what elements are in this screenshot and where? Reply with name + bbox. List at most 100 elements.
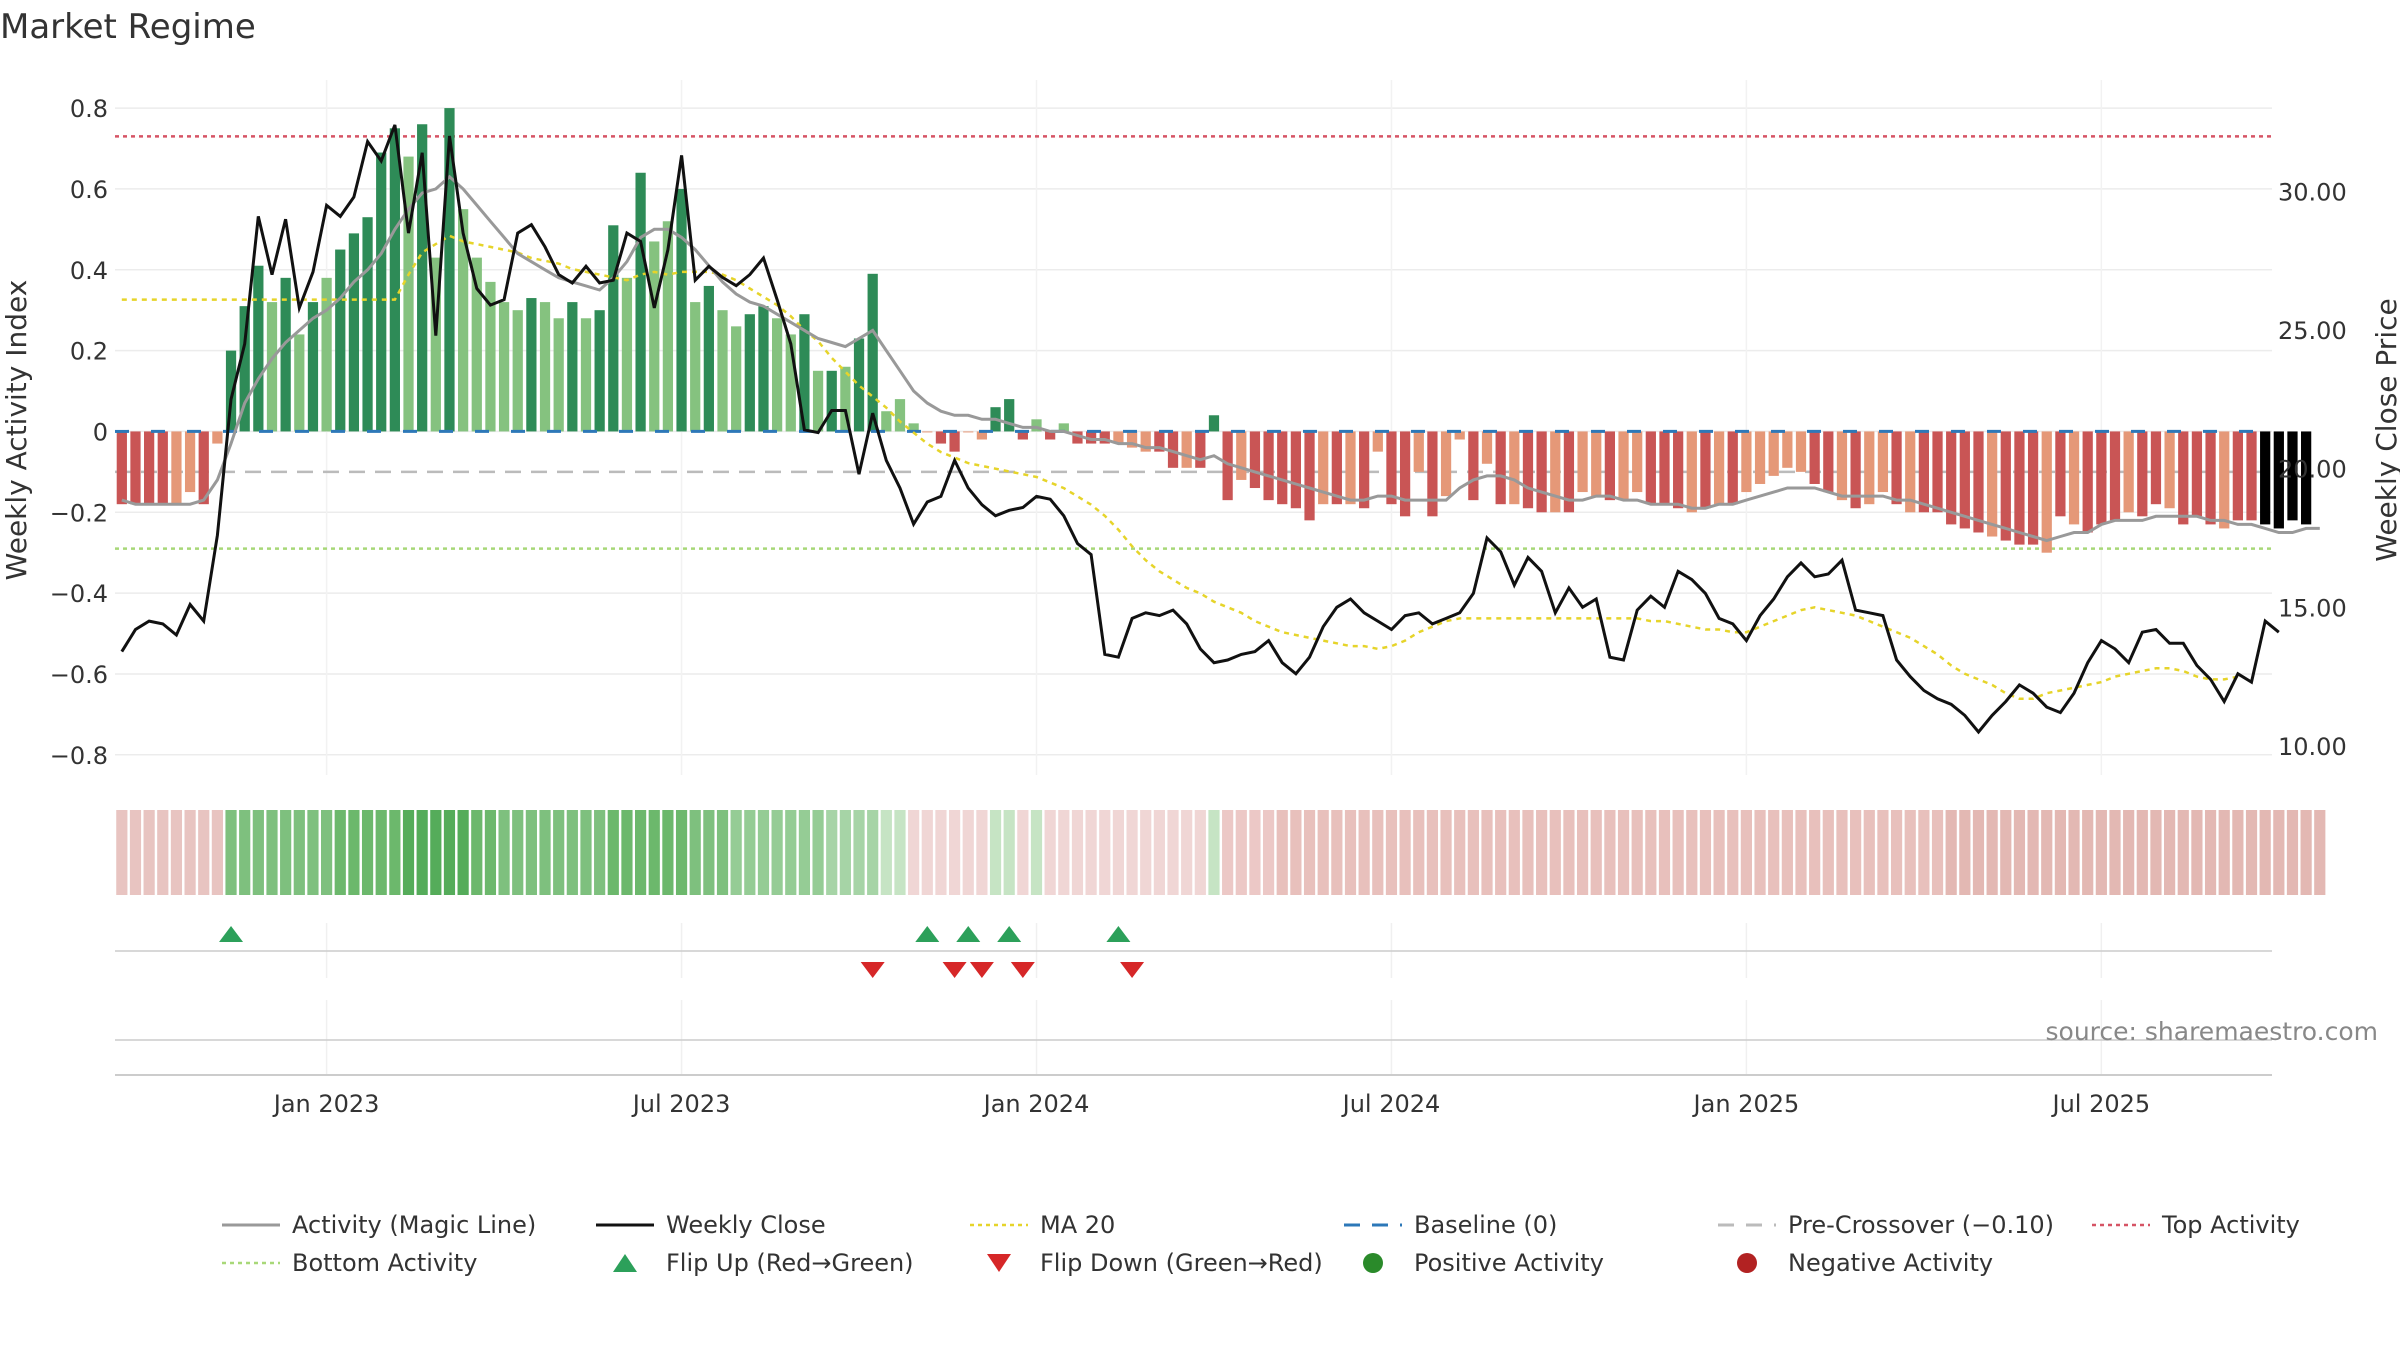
regime-strip-cell [184, 810, 196, 895]
activity-bar [1536, 431, 1547, 513]
y-left-tick-label: −0.6 [50, 661, 108, 689]
regime-strip-cell [1536, 810, 1548, 895]
legend-label: Positive Activity [1414, 1249, 1604, 1277]
activity-bar [1959, 431, 1970, 529]
regime-strip-cell [1904, 810, 1916, 895]
regime-strip-cell [2232, 810, 2244, 895]
activity-bar [799, 314, 810, 432]
regime-strip-cell [1631, 810, 1643, 895]
legend-item: Pre-Crossover (−0.10) [1718, 1211, 2054, 1239]
activity-bar [157, 431, 168, 505]
activity-bar [2109, 431, 2121, 521]
regime-strip-cell [1413, 810, 1425, 895]
regime-strip-cell [1809, 810, 1821, 895]
regime-strip-cell [2286, 810, 2299, 895]
activity-bar [2219, 431, 2230, 529]
activity-bar [444, 108, 455, 432]
regime-strip-cell [1931, 810, 1944, 895]
regime-strip-cell [280, 810, 292, 895]
activity-bar [294, 334, 305, 432]
regime-strip-cell [1754, 810, 1766, 895]
activity-bar [785, 334, 796, 432]
regime-strip-cell [1863, 810, 1875, 895]
activity-bar [1031, 419, 1042, 432]
activity-bar [2205, 431, 2216, 525]
activity-bar [1659, 431, 1670, 505]
activity-bar [1823, 431, 1834, 493]
activity-bar [239, 306, 250, 432]
chart-title: Market Regime [0, 7, 256, 47]
regime-strip-cell [894, 810, 906, 895]
regime-strip-cell [1071, 810, 1084, 895]
activity-bar [1126, 431, 1138, 448]
activity-bar [1290, 431, 1302, 509]
x-tick-label: Jul 2023 [631, 1090, 731, 1118]
regime-strip-cell [143, 810, 155, 895]
regime-strip-cell [2300, 810, 2312, 895]
activity-bar [2068, 431, 2080, 525]
regime-strip-cell [1740, 810, 1752, 895]
legend-item: Weekly Close [596, 1211, 826, 1239]
activity-bar [1864, 431, 1875, 505]
y-right-tick-label: 30.00 [2278, 178, 2347, 206]
regime-strip-cell [1959, 810, 1971, 895]
regime-strip-cell [1249, 810, 1261, 895]
y-left-tick-label: −0.2 [50, 499, 108, 527]
activity-bar [1113, 431, 1124, 444]
activity-bar [1045, 431, 1056, 440]
activity-bar [1386, 431, 1397, 505]
activity-bar [430, 257, 441, 432]
regime-strip-cell [1440, 810, 1452, 895]
source-text: source: sharemaestro.com [2046, 1017, 2379, 1046]
regime-strip-cell [1003, 810, 1015, 895]
legend-swatch-flip-up [613, 1254, 637, 1272]
regime-strip-cell [2054, 810, 2066, 895]
activity-bar [2137, 431, 2148, 517]
regime-strip-cell [1508, 810, 1520, 895]
regime-strip-cell [948, 810, 961, 895]
regime-strip-cell [1290, 810, 1302, 895]
regime-strip-cell [116, 810, 128, 895]
regime-strip-cell [157, 810, 169, 895]
activity-bar [2027, 431, 2039, 545]
legend-label: Flip Down (Green→Red) [1040, 1249, 1323, 1277]
x-tick-label: Jan 2023 [272, 1090, 380, 1118]
regime-strip-cell [867, 810, 879, 895]
axes: 0.8 0.6 0.4 0.2 0 −0.2 −0.4 −0.6 −0.8 30.00 25.00 2… [50, 95, 2347, 770]
activity-bar [2301, 431, 2312, 525]
activity-bar [1099, 431, 1110, 444]
x-tick-label: Jul 2024 [1341, 1090, 1441, 1118]
activity-bar [1277, 431, 1288, 505]
activity-bar [1208, 415, 1220, 432]
legend-label: Pre-Crossover (−0.10) [1788, 1211, 2054, 1239]
activity-bar [1154, 431, 1165, 452]
regime-strip-cell [1044, 810, 1056, 895]
y-left-tick-label: −0.4 [50, 580, 108, 608]
activity-bar [594, 310, 605, 432]
flip-down-marker [942, 962, 967, 978]
activity-bar [1181, 431, 1192, 468]
regime-strip-cell [580, 810, 592, 895]
activity-bar [1604, 431, 1616, 501]
y-left-tick-label: 0.4 [70, 257, 108, 285]
y-right-axis-label: Weekly Close Price [2370, 298, 2400, 561]
legend-label: Baseline (0) [1414, 1211, 1557, 1239]
activity-bar [526, 298, 537, 432]
regime-strip-cell [334, 810, 346, 895]
regime-strip-cell [198, 810, 210, 895]
activity-bar [1085, 431, 1097, 444]
regime-strip-cell [1385, 810, 1398, 895]
legend-label: MA 20 [1040, 1211, 1115, 1239]
y-right-tick-label: 15.00 [2278, 594, 2347, 622]
activity-bar [1768, 431, 1779, 476]
activity-bar [1440, 431, 1452, 497]
activity-bar [1713, 431, 1725, 505]
activity-bar [1304, 431, 1315, 521]
activity-bar [2014, 431, 2025, 545]
regime-strip-cell [839, 810, 851, 895]
regime-strip-cell [2082, 810, 2094, 895]
activity-bar [1468, 431, 1479, 501]
activity-bars [115, 108, 2312, 553]
activity-bar [703, 285, 714, 432]
